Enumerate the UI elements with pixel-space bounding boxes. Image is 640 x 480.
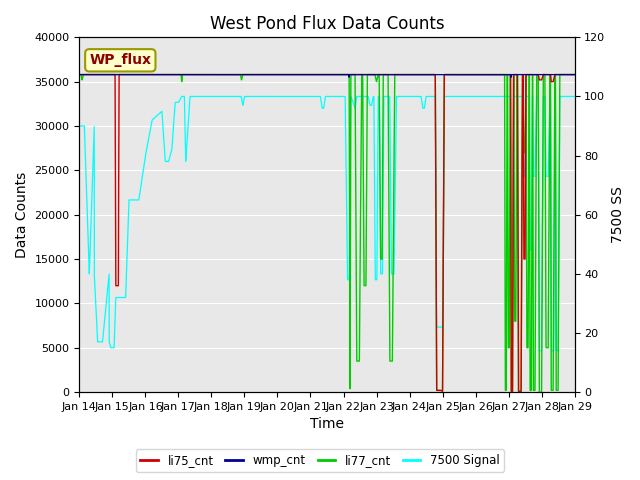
li75_cnt [375,72,383,77]
Line: li77_cnt: li77_cnt [79,74,575,392]
7500 Signal [430,94,438,99]
li75_cnt [76,72,83,77]
7500 Signal [310,94,317,99]
wmp_cnt [76,72,83,77]
li75_cnt [310,72,317,77]
7500 Signal [199,94,207,99]
li75_cnt [199,72,207,77]
li77_cnt [508,389,515,395]
li77_cnt [430,72,438,77]
7500 Signal [76,123,83,129]
Text: WP_flux: WP_flux [90,53,151,67]
Line: wmp_cnt: wmp_cnt [79,74,575,77]
li75_cnt [394,72,401,77]
li77_cnt [375,72,383,77]
Title: West Pond Flux Data Counts: West Pond Flux Data Counts [210,15,444,33]
wmp_cnt [394,72,401,77]
Line: 7500 Signal: 7500 Signal [79,96,575,351]
7500 Signal [375,94,383,99]
wmp_cnt [375,72,383,77]
li77_cnt [199,72,207,77]
7500 Signal [536,348,543,354]
Line: li75_cnt: li75_cnt [79,74,575,391]
7500 Signal [571,94,579,99]
li77_cnt [394,72,401,77]
wmp_cnt [571,72,579,77]
Y-axis label: 7500 SS: 7500 SS [611,186,625,243]
wmp_cnt [310,72,317,77]
li77_cnt [539,207,547,213]
wmp_cnt [345,74,353,80]
7500 Signal [178,94,186,99]
7500 Signal [394,94,401,99]
li75_cnt [571,72,579,77]
wmp_cnt [539,72,547,77]
wmp_cnt [430,72,438,77]
li77_cnt [76,72,83,77]
li75_cnt [430,72,438,77]
li75_cnt [539,74,547,80]
li75_cnt [508,388,515,394]
li77_cnt [310,72,317,77]
li77_cnt [571,72,579,77]
7500 Signal [539,198,547,204]
Y-axis label: Data Counts: Data Counts [15,172,29,258]
Legend: li75_cnt, wmp_cnt, li77_cnt, 7500 Signal: li75_cnt, wmp_cnt, li77_cnt, 7500 Signal [136,449,504,472]
wmp_cnt [199,72,207,77]
X-axis label: Time: Time [310,418,344,432]
